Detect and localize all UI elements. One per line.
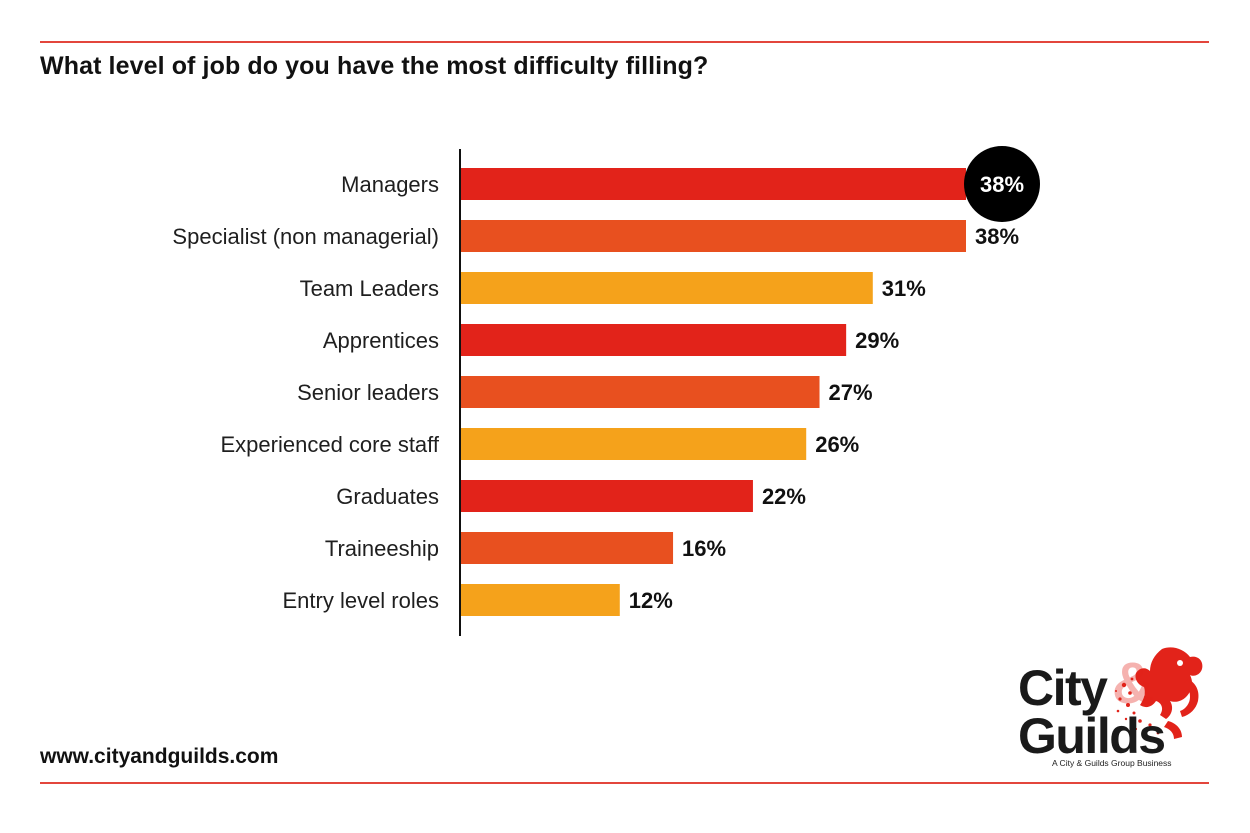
bar [460,272,873,304]
website-link[interactable]: www.cityandguilds.com [40,745,279,768]
bar [460,584,620,616]
category-label: Managers [341,172,439,197]
category-label: Specialist (non managerial) [172,224,439,249]
city-and-guilds-logo: & City Guilds A City & Guilds Group Busi… [1018,645,1208,775]
value-label: 22% [762,484,806,509]
bar [460,376,820,408]
value-label: 16% [682,536,726,561]
lion-ampersand-icon: & [1112,647,1203,739]
category-label: Apprentices [323,328,439,353]
top-divider [40,41,1209,43]
bar [460,324,847,356]
value-label: 38% [980,172,1024,197]
value-label: 27% [829,380,873,405]
category-label: Experienced core staff [221,432,440,457]
highlight-badge [964,146,1040,222]
value-label: 12% [629,588,673,613]
category-label: Entry level roles [282,588,439,613]
bar [460,220,966,252]
bar [460,480,753,512]
logo-tagline: A City & Guilds Group Business [1052,758,1172,768]
value-label: 38% [975,224,1019,249]
value-label: 31% [882,276,926,301]
category-label: Traineeship [325,536,439,561]
value-label: 29% [855,328,899,353]
bottom-divider [40,782,1209,784]
value-label: 26% [815,432,859,457]
category-label: Graduates [336,484,439,509]
chart-title: What level of job do you have the most d… [40,52,709,80]
category-label: Team Leaders [300,276,439,301]
bar [460,168,966,200]
logo-guilds-text: Guilds [1018,708,1166,764]
category-label: Senior leaders [297,380,439,405]
bar [460,428,807,460]
ampersand-glyph: & [1112,651,1154,716]
logo-city-text: City [1018,660,1108,716]
bar [460,532,674,564]
